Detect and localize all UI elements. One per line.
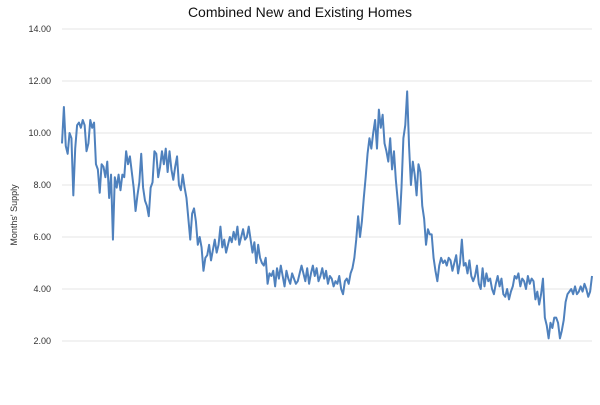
y-axis-title: Months' Supply — [9, 184, 19, 246]
y-tick-label: 10.00 — [28, 128, 51, 138]
gridlines — [62, 28, 592, 342]
y-tick-label: 4.00 — [33, 284, 51, 294]
y-tick-label: 12.00 — [28, 76, 51, 86]
y-tick-label: 8.00 — [33, 180, 51, 190]
y-tick-label: 14.00 — [28, 24, 51, 34]
series-line — [61, 90, 593, 340]
y-axis-ticks: 2.00 4.00 6.00 8.00 10.00 12.00 14.00 — [28, 24, 51, 346]
y-tick-label: 2.00 — [33, 336, 51, 346]
chart-title: Combined New and Existing Homes — [188, 4, 412, 20]
series-layer — [61, 90, 593, 340]
y-tick-label: 6.00 — [33, 232, 51, 242]
